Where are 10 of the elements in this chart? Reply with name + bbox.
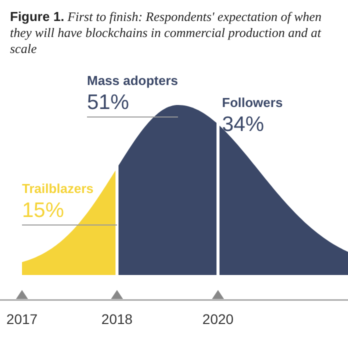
text: Figure 1. First to finish: Respondents' expectation of when they will have blockchains in commercial production and at scale bbox=[10, 9, 323, 57]
category-label: Trailblazers bbox=[22, 181, 94, 196]
category-label: Followers bbox=[222, 95, 283, 110]
data-label: 51% bbox=[87, 91, 130, 114]
category-label: Mass adopters bbox=[87, 73, 178, 88]
data-label: 15% bbox=[22, 199, 64, 222]
text: 2020 bbox=[202, 311, 234, 327]
text: 2018 bbox=[101, 311, 133, 327]
text: 2017 bbox=[6, 311, 38, 327]
data-label: 34% bbox=[222, 113, 264, 136]
